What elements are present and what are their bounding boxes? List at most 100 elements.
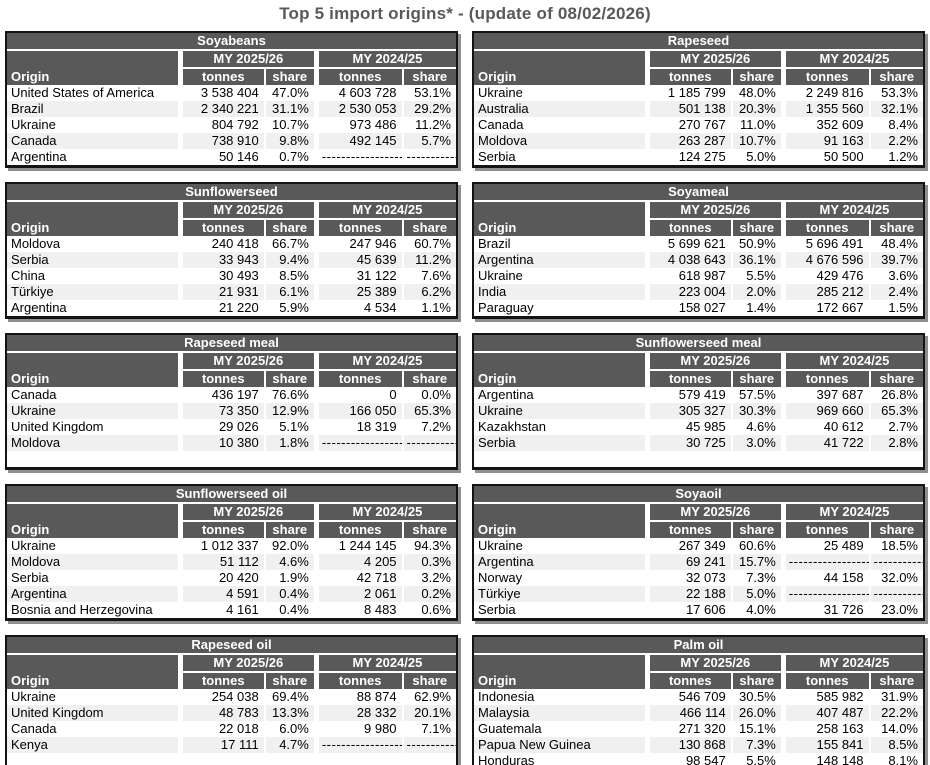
table-row: Serbia 33 943 9.4% 45 639 11.2% [7, 252, 456, 268]
share-column-header: share [401, 68, 456, 85]
origin-cell: Brazil [474, 236, 648, 252]
table-row: Canada 270 767 11.0% 352 609 8.4% [474, 117, 923, 133]
share-cell: 65.3% [401, 403, 456, 419]
tonnes-column-header: tonnes [177, 672, 265, 689]
share-column-header: share [263, 68, 317, 85]
tonnes-cell: 492 145 [313, 133, 403, 149]
share-cell: 60.6% [730, 538, 784, 554]
origin-cell: Paraguay [474, 300, 648, 316]
tonnes-cell: 407 487 [780, 705, 870, 721]
table-soyameal: Soyameal MY 2025/26 MY 2024/25 Origin tonnes… [472, 182, 925, 319]
share-cell: 48.4% [868, 236, 923, 252]
origin-cell: Canada [7, 133, 181, 149]
origin-header-spacer [7, 655, 181, 672]
data-table: MY 2025/26 MY 2024/25 Origin tonnes share ton… [474, 504, 923, 618]
data-table: MY 2025/26 MY 2024/25 Origin tonnes share ton… [474, 51, 923, 165]
origin-header-spacer [474, 353, 648, 370]
share-cell: 76.6% [263, 387, 317, 403]
my-2024-25-header: MY 2024/25 [313, 202, 456, 220]
table-title: Rapeseed oil [7, 637, 456, 655]
origin-cell: India [474, 284, 648, 300]
share-column-header: share [868, 68, 923, 85]
table-row: Argentina 69 241 15.7% ----------------- ---… [474, 554, 923, 570]
origin-cell: United Kingdom [7, 419, 181, 435]
marketing-year-header-row: MY 2025/26 MY 2024/25 [474, 655, 923, 673]
tonnes-cell [313, 753, 403, 765]
tonnes-cell: 4 591 [177, 586, 265, 602]
marketing-year-header-row: MY 2025/26 MY 2024/25 [7, 353, 456, 371]
table-row: United States of America 3 538 404 47.0% 4 … [7, 85, 456, 101]
table-title: Rapeseed [474, 33, 923, 51]
share-cell: 0.7% [263, 149, 317, 165]
share-cell: 36.1% [730, 252, 784, 268]
origin-cell: Moldova [474, 133, 648, 149]
my-2024-25-header: MY 2024/25 [780, 202, 923, 220]
tonnes-cell: 21 931 [177, 284, 265, 300]
tonnes-cell: 240 418 [177, 236, 265, 252]
origin-cell: Ukraine [7, 538, 181, 554]
table-row: China 30 493 8.5% 31 122 7.6% [7, 268, 456, 284]
tonnes-cell: 30 725 [644, 435, 732, 451]
share-cell: 0.2% [401, 586, 456, 602]
origin-header-spacer [7, 51, 181, 68]
marketing-year-header-row: MY 2025/26 MY 2024/25 [474, 353, 923, 371]
share-cell: 48.0% [730, 85, 784, 101]
origin-column-header: Origin [474, 672, 648, 689]
table-rapeseed-oil: Rapeseed oil MY 2025/26 MY 2024/25 Origin to… [5, 635, 458, 765]
my-2025-26-header: MY 2025/26 [644, 202, 784, 220]
origin-cell: Canada [7, 721, 181, 737]
table-title: Soyabeans [7, 33, 456, 51]
share-cell: 92.0% [263, 538, 317, 554]
tonnes-column-header: tonnes [780, 370, 870, 387]
table-row: Ukraine 305 327 30.3% 969 660 65.3% [474, 403, 923, 419]
table-row: Argentina 4 591 0.4% 2 061 0.2% [7, 586, 456, 602]
my-2025-26-header: MY 2025/26 [644, 655, 784, 673]
origin-cell: Moldova [7, 554, 181, 570]
origin-cell: Ukraine [7, 117, 181, 133]
column-header-row: Origin tonnes share tonnes share [7, 521, 456, 538]
tonnes-cell: 1 244 145 [313, 538, 403, 554]
tonnes-cell: 44 158 [780, 570, 870, 586]
tonnes-cell: 69 241 [644, 554, 732, 570]
share-cell: 20.3% [730, 101, 784, 117]
marketing-year-header-row: MY 2025/26 MY 2024/25 [7, 51, 456, 69]
data-table: MY 2025/26 MY 2024/25 Origin tonnes share ton… [7, 202, 456, 316]
origin-cell: Papua New Guinea [474, 737, 648, 753]
share-cell: 14.0% [868, 721, 923, 737]
share-cell: 3.2% [401, 570, 456, 586]
table-row: Argentina 4 038 643 36.1% 4 676 596 39.7% [474, 252, 923, 268]
table-row: India 223 004 2.0% 285 212 2.4% [474, 284, 923, 300]
origin-cell: United States of America [7, 85, 181, 101]
tonnes-cell: 21 220 [177, 300, 265, 316]
data-table: MY 2025/26 MY 2024/25 Origin tonnes share ton… [7, 51, 456, 165]
tonnes-column-header: tonnes [780, 672, 870, 689]
share-cell: 47.0% [263, 85, 317, 101]
table-row: Brazil 5 699 621 50.9% 5 696 491 48.4% [474, 236, 923, 252]
origin-header-spacer [474, 202, 648, 219]
table-palm-oil: Palm oil MY 2025/26 MY 2024/25 Origin tonnes… [472, 635, 925, 765]
origin-cell [7, 451, 181, 467]
origin-header-spacer [474, 51, 648, 68]
tonnes-column-header: tonnes [313, 672, 403, 689]
table-sunflowerseed-oil: Sunflowerseed oil MY 2025/26 MY 2024/25 Ori… [5, 484, 458, 621]
marketing-year-header-row: MY 2025/26 MY 2024/25 [7, 504, 456, 522]
origin-header-spacer [474, 504, 648, 521]
origin-cell: Argentina [474, 252, 648, 268]
tonnes-cell: 223 004 [644, 284, 732, 300]
table-row: Canada 436 197 76.6% 0 0.0% [7, 387, 456, 403]
tonnes-cell: 31 122 [313, 268, 403, 284]
share-cell: 2.4% [868, 284, 923, 300]
origin-cell: Argentina [7, 149, 181, 165]
share-cell [401, 451, 456, 467]
table-row: Kenya 17 111 4.7% ----------------- --------… [7, 737, 456, 753]
share-column-header: share [401, 521, 456, 538]
tonnes-cell: 45 985 [644, 419, 732, 435]
tonnes-cell: 41 722 [780, 435, 870, 451]
origin-column-header: Origin [7, 68, 181, 85]
share-cell: 0.4% [263, 602, 317, 618]
tonnes-cell [177, 451, 265, 467]
share-cell: 11.2% [401, 117, 456, 133]
share-cell: 7.3% [730, 570, 784, 586]
share-cell: 53.3% [868, 85, 923, 101]
share-column-header: share [730, 672, 784, 689]
